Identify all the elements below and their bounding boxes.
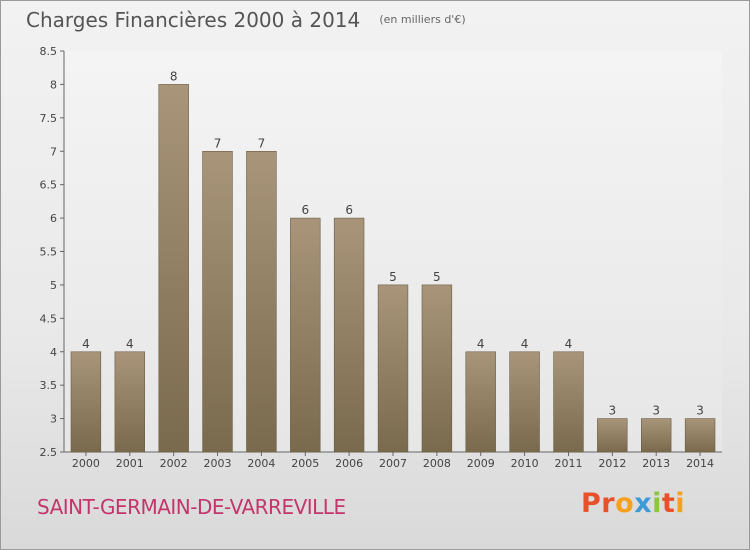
x-tick-label-2004: 2004	[247, 457, 275, 470]
chart-unit: (en milliers d'€)	[379, 13, 466, 26]
x-tick-label-2002: 2002	[160, 457, 188, 470]
y-tick-label: 6.5	[40, 179, 58, 192]
y-tick-label: 2.5	[40, 446, 58, 459]
y-axis: 2.5 3 3.5 4 4.5 5 5.5 6 6.5 7 7.5 8 8.5	[40, 45, 65, 459]
x-tick-label-2009: 2009	[467, 457, 495, 470]
brand-letter: t	[661, 488, 676, 519]
commune-name: SAINT-GERMAIN-DE-VARREVILLE	[37, 495, 346, 519]
value-label-2006: 6	[345, 203, 353, 217]
value-label-2014: 3	[696, 404, 704, 418]
bar-2004	[246, 151, 277, 453]
value-label-2008: 5	[433, 270, 441, 284]
y-tick-label: 5.5	[40, 246, 58, 259]
value-label-2013: 3	[652, 404, 660, 418]
x-tick-label-2013: 2013	[642, 457, 670, 470]
bar-2014	[684, 418, 716, 453]
x-tick-label-2008: 2008	[423, 457, 451, 470]
brand-logo[interactable]: Proxiti	[581, 488, 685, 519]
y-tick-label: 6	[50, 212, 57, 225]
bar-2005	[290, 217, 321, 453]
brand-letter: i	[675, 488, 686, 519]
x-axis: 2000 2001 2002 2003 2004 2005 2006 2007 2008 2009…	[64, 451, 722, 470]
brand-letter: r	[601, 488, 616, 519]
value-label-2009: 4	[477, 337, 485, 351]
chart-title: Charges Financières 2000 à 2014	[26, 8, 361, 32]
bar-2008	[421, 284, 453, 453]
bar-2012	[597, 418, 628, 453]
x-tick-label-2001: 2001	[116, 457, 144, 470]
value-label-2005: 6	[301, 203, 309, 217]
y-tick-label: 4	[50, 346, 57, 359]
x-tick-label-2006: 2006	[335, 457, 363, 470]
value-label-2007: 5	[389, 270, 397, 284]
y-tick-label: 7.5	[40, 112, 58, 125]
bar-2011	[553, 351, 584, 453]
x-tick-label-2000: 2000	[72, 457, 100, 470]
x-tick-label-2007: 2007	[379, 457, 407, 470]
value-label-2010: 4	[521, 337, 529, 351]
brand-letter: i	[652, 488, 662, 519]
bar-2009	[465, 351, 496, 453]
bar-2007	[377, 284, 409, 453]
y-tick-label: 5	[50, 279, 57, 292]
y-tick-label: 8	[50, 78, 57, 91]
x-tick-label-2011: 2011	[554, 457, 582, 470]
value-labels: 4 4 8 7 7 6 6 5 5 4 4 4 3 3 3	[82, 69, 704, 417]
brand-letter: x	[634, 488, 653, 519]
bar-2001	[114, 351, 146, 453]
bar-2006	[333, 217, 365, 453]
brand-letter: P	[581, 488, 602, 519]
value-label-2002: 8	[170, 69, 178, 83]
value-label-2004: 7	[258, 136, 266, 150]
x-tick-label-2012: 2012	[598, 457, 626, 470]
x-tick-label-2010: 2010	[511, 457, 539, 470]
value-label-2012: 3	[609, 404, 617, 418]
x-tick-label-2003: 2003	[204, 457, 232, 470]
brand-letter: o	[615, 488, 635, 519]
bar-2013	[640, 418, 672, 453]
bars	[70, 84, 716, 453]
value-label-2000: 4	[82, 337, 90, 351]
y-tick-label: 3	[50, 413, 57, 426]
x-tick-label-2005: 2005	[291, 457, 319, 470]
bar-2003	[202, 151, 233, 453]
y-tick-label: 8.5	[40, 45, 58, 58]
value-label-2003: 7	[214, 136, 222, 150]
value-label-2011: 4	[565, 337, 573, 351]
y-tick-label: 4.5	[40, 312, 58, 325]
bar-2000	[70, 351, 102, 453]
value-label-2001: 4	[126, 337, 134, 351]
bar-2002	[158, 84, 189, 453]
bar-2010	[509, 351, 540, 453]
x-tick-label-2014: 2014	[686, 457, 714, 470]
y-tick-label: 3.5	[40, 379, 58, 392]
y-tick-label: 7	[50, 145, 57, 158]
title-row: Charges Financières 2000 à 2014 (en mill…	[26, 8, 466, 32]
